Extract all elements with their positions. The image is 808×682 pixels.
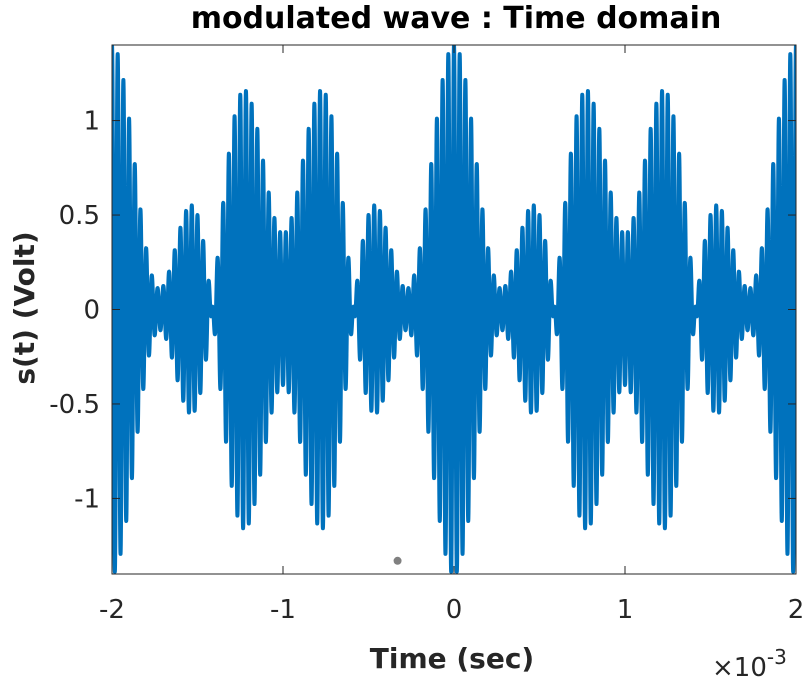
plot-area: [112, 45, 796, 574]
y-tick-label: 0: [83, 296, 100, 326]
x-tick-label: 1: [617, 595, 634, 625]
axes: -2 -1 0 1 2 -1 -0.5 0 0.5 1: [49, 44, 805, 625]
x-axis-label: Time (sec): [370, 642, 534, 675]
x-tick-label: -1: [270, 595, 296, 625]
x-tick-label: 2: [788, 595, 805, 625]
y-tick-label: -1: [74, 484, 100, 514]
data-marker: [393, 556, 402, 565]
x-axis-exponent: ×10-3: [712, 645, 787, 682]
x-tick-label: 0: [446, 595, 463, 625]
y-tick-label: -0.5: [49, 390, 100, 420]
chart-title: modulated wave : Time domain: [191, 1, 722, 36]
y-tick-label: 0.5: [59, 201, 100, 231]
x-axis-exponent-power: -3: [767, 645, 787, 669]
y-axis-label: s(t) (Volt): [8, 231, 41, 384]
x-axis-exponent-base: ×10: [712, 653, 767, 682]
series-line-0: [112, 45, 796, 574]
x-tick-label: -2: [99, 595, 125, 625]
y-tick-label: 1: [83, 107, 100, 137]
